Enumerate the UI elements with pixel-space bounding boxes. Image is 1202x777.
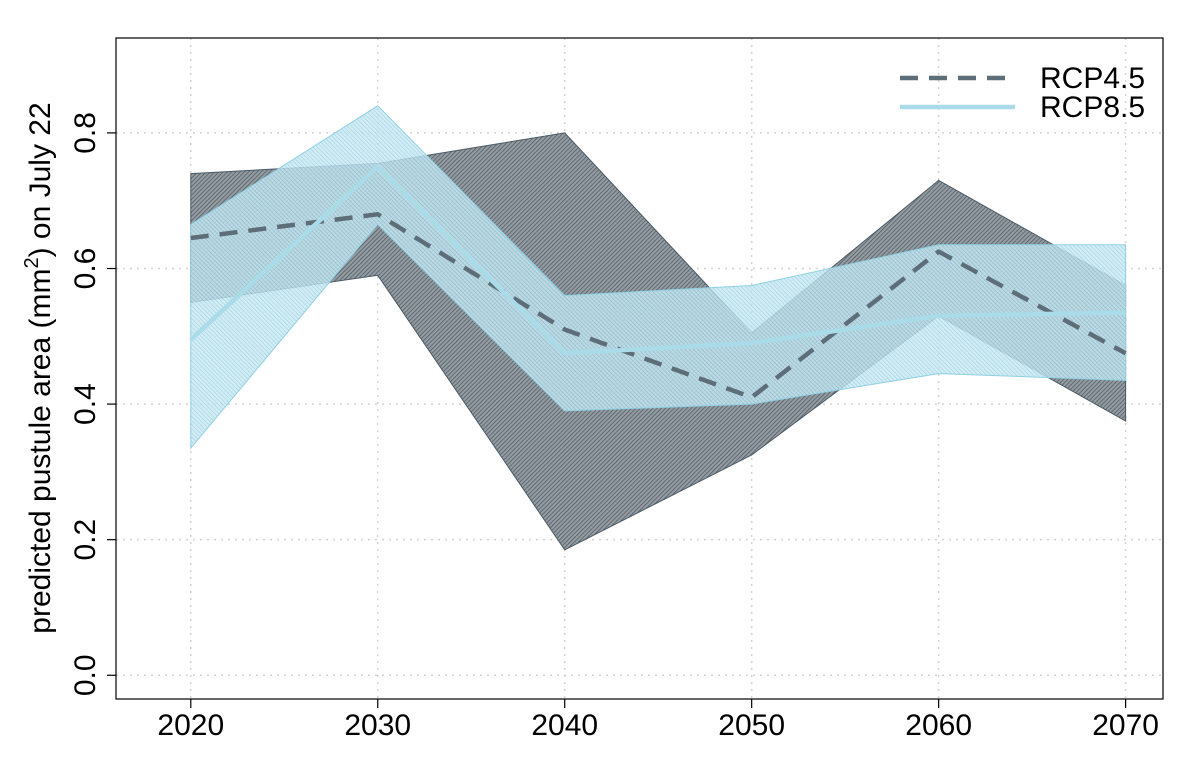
x-tick-label: 2030 xyxy=(344,709,411,742)
plot-frame xyxy=(115,37,1164,700)
x-tick-label: 2040 xyxy=(531,709,598,742)
series-line-rcp85 xyxy=(189,164,1126,356)
y-axis-title-prefix: predicted pustule area (mm xyxy=(24,269,57,634)
y-axis-title-superscript: 2 xyxy=(21,257,43,268)
line-layer xyxy=(189,164,1127,400)
y-axis-title-suffix: ) on July 22 xyxy=(24,102,57,257)
y-tick-label: 0.8 xyxy=(69,112,102,154)
legend-label-rcp85: RCP8.5 xyxy=(1040,91,1145,124)
legend: RCP4.5 RCP8.5 xyxy=(900,62,1145,124)
legend-label-rcp45: RCP4.5 xyxy=(1040,62,1145,95)
y-tick-label: 0.0 xyxy=(69,654,102,696)
series-line-rcp45 xyxy=(190,212,1127,400)
y-tick-label: 0.4 xyxy=(69,383,102,425)
band-layer xyxy=(190,105,1127,551)
y-axis-title: predicted pustule area (mm2) on July 22 xyxy=(21,102,57,633)
y-axis-title-group: predicted pustule area (mm2) on July 22 xyxy=(21,102,57,633)
y-tick-label: 0.6 xyxy=(69,248,102,290)
confidence-band-rcp85 xyxy=(190,105,1127,450)
axis-layer: 2020 2030 2040 2050 2060 2070 0.0 0.2 0.4 0.6 0.8 xyxy=(69,112,1159,742)
x-tick-label: 2020 xyxy=(157,709,224,742)
x-tick-label: 2060 xyxy=(905,709,972,742)
x-tick-label: 2070 xyxy=(1092,709,1159,742)
y-tick-label: 0.2 xyxy=(69,519,102,561)
x-tick-label: 2050 xyxy=(718,709,785,742)
